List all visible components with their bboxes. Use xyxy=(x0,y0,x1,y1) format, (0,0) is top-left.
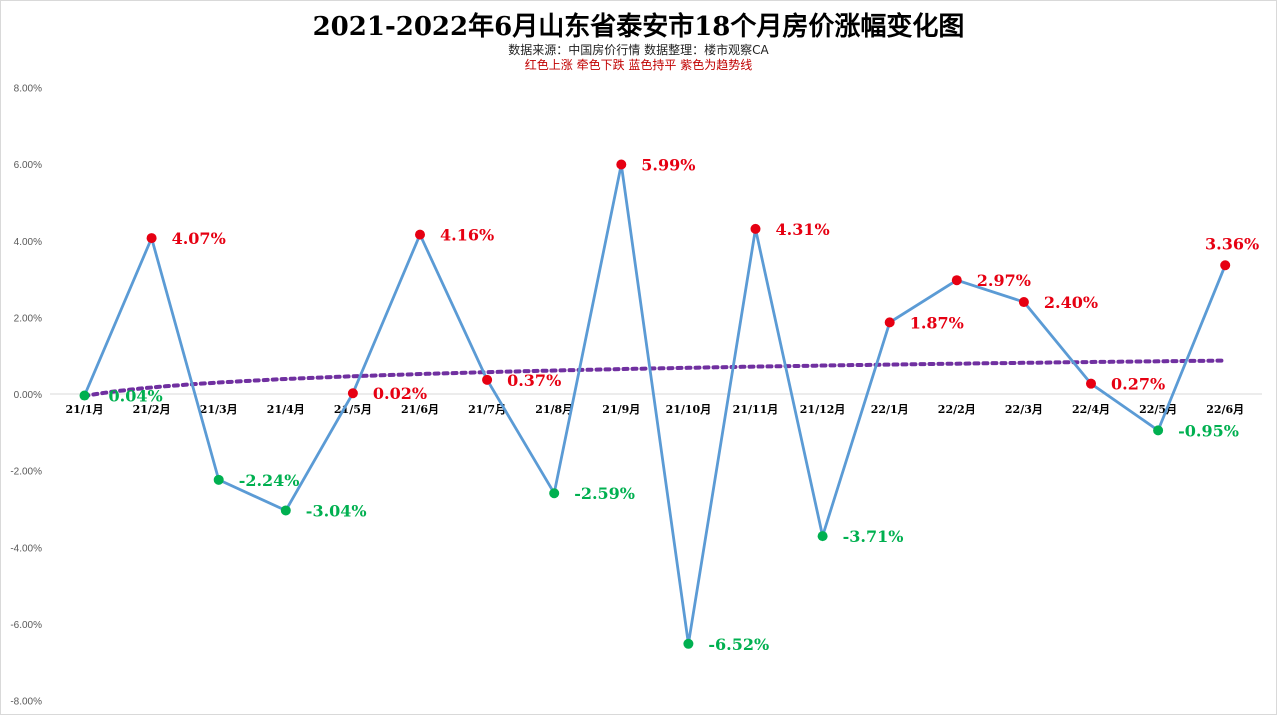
x-tick-label: 21/2月 xyxy=(133,403,171,416)
x-tick-label: 21/5月 xyxy=(334,403,372,416)
y-tick-label: 0.00% xyxy=(14,390,42,401)
data-label: 4.16% xyxy=(440,226,494,245)
x-tick-label: 22/2月 xyxy=(938,403,976,416)
chart-source-line: 数据来源：中国房价行情 数据整理：楼市观察CA xyxy=(508,43,769,57)
x-tick-label: 21/9月 xyxy=(602,403,640,416)
data-point xyxy=(1086,378,1096,389)
data-label: -6.52% xyxy=(708,635,769,654)
y-tick-label: 6.00% xyxy=(14,160,42,171)
data-label: -0.95% xyxy=(1178,421,1239,440)
data-label: 4.31% xyxy=(776,220,830,239)
data-point xyxy=(817,531,828,542)
trendline-layer xyxy=(82,358,1228,398)
y-tick-label: 8.00% xyxy=(14,84,42,95)
y-tick-label: -6.00% xyxy=(10,620,42,631)
x-tick-label: 22/1月 xyxy=(871,403,909,416)
x-tick-label: 21/10月 xyxy=(666,403,712,416)
y-tick-label: 2.00% xyxy=(14,313,42,324)
x-tick-label: 22/3月 xyxy=(1005,403,1043,416)
data-point xyxy=(1220,260,1231,271)
data-label: 2.97% xyxy=(977,271,1031,290)
data-point xyxy=(1018,297,1029,308)
y-tick-label: 4.00% xyxy=(14,237,42,248)
data-label: -2.59% xyxy=(574,484,635,503)
data-point xyxy=(951,275,962,286)
series-line xyxy=(83,164,1227,645)
x-tick-label: 21/6月 xyxy=(401,403,439,416)
x-tick-label: 21/1月 xyxy=(66,403,104,416)
data-point xyxy=(213,474,224,485)
data-label: -3.04% xyxy=(306,501,367,520)
data-labels-layer: 0.04% 4.07% -2.24% -3.04% 0.02% 4.16% 0.37% -2.… xyxy=(109,156,1260,654)
data-label: 5.99% xyxy=(641,156,695,175)
x-tick-label: 21/3月 xyxy=(200,403,238,416)
x-tick-label: 21/4月 xyxy=(267,403,305,416)
data-points-layer xyxy=(79,159,1231,649)
data-label: 1.87% xyxy=(910,313,964,332)
x-tick-label: 21/7月 xyxy=(468,403,506,416)
data-point xyxy=(616,159,627,170)
x-tick-label: 22/5月 xyxy=(1139,403,1177,416)
chart-title: 2021-2022年6月山东省泰安市18个月房价涨幅变化图 xyxy=(312,12,965,42)
axis-layer: 8.00% 6.00% 4.00% 2.00% 0.00% -2.00% -4.00% -6.… xyxy=(10,84,1262,708)
data-label: 0.27% xyxy=(1111,375,1165,394)
data-point xyxy=(79,390,90,401)
data-point xyxy=(750,223,761,234)
data-label: 3.36% xyxy=(1205,234,1259,253)
data-point xyxy=(415,229,425,240)
data-label: 0.04% xyxy=(109,387,163,406)
x-tick-label: 22/4月 xyxy=(1072,403,1110,416)
data-label: 0.37% xyxy=(507,371,561,390)
data-label: -3.71% xyxy=(843,527,904,546)
x-tick-label: 21/8月 xyxy=(535,403,573,416)
data-point xyxy=(482,374,493,385)
series-line-layer xyxy=(83,164,1227,645)
data-label: 2.40% xyxy=(1044,293,1098,312)
data-label: -2.24% xyxy=(239,471,300,490)
data-point xyxy=(884,317,895,328)
data-point xyxy=(146,233,157,244)
data-point xyxy=(1153,425,1164,436)
x-tick-label: 21/12月 xyxy=(800,403,846,416)
x-tick-label: 21/11月 xyxy=(733,403,779,416)
data-point xyxy=(280,505,291,516)
data-point xyxy=(683,638,694,649)
data-label: 0.02% xyxy=(373,384,427,403)
x-tick-label: 22/6月 xyxy=(1206,403,1244,416)
y-tick-label: -8.00% xyxy=(10,697,42,708)
data-point xyxy=(549,488,560,499)
y-tick-label: -4.00% xyxy=(10,543,42,554)
trendline xyxy=(82,358,1228,398)
chart-color-note: 红色上涨 牵色下跌 蓝色持平 紫色为趋势线 xyxy=(524,58,753,72)
data-point xyxy=(347,388,358,399)
y-tick-label: -2.00% xyxy=(10,467,42,478)
data-label: 4.07% xyxy=(172,229,226,248)
